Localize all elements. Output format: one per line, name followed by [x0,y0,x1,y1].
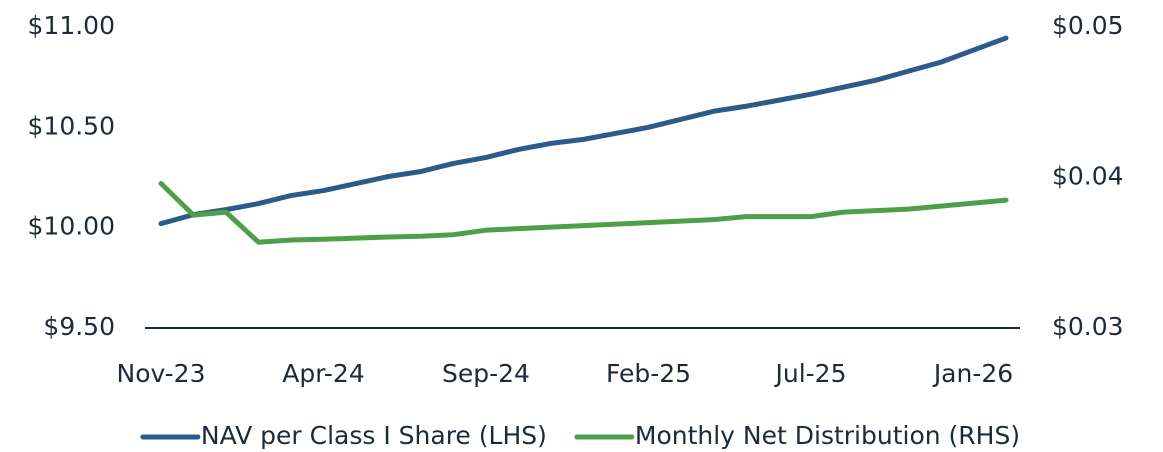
x-tick-label: Sep-24 [442,359,530,388]
legend-label: NAV per Class I Share (LHS) [201,421,547,450]
y-tick-label: $10.50 [28,111,115,140]
series-line [158,181,1009,245]
y2-tick-label: $0.04 [1052,162,1124,191]
legend-label: Monthly Net Distribution (RHS) [635,421,1020,450]
x-tick-label: Feb-25 [606,359,691,388]
y2-tick-label: $0.03 [1052,312,1124,341]
y-tick-label: $10.00 [28,212,115,241]
x-tick-label: Jul-25 [774,359,847,388]
y-tick-label: $9.50 [43,312,115,341]
x-tick-label: Nov-23 [117,359,206,388]
x-tick-label: Apr-24 [282,359,364,388]
y-tick-label: $11.00 [28,11,115,40]
legend: NAV per Class I Share (LHS) Monthly Net D… [140,421,1020,450]
x-tick-label: Jan-26 [932,359,1013,388]
y2-tick-label: $0.05 [1052,11,1124,40]
series-line [158,35,1009,227]
